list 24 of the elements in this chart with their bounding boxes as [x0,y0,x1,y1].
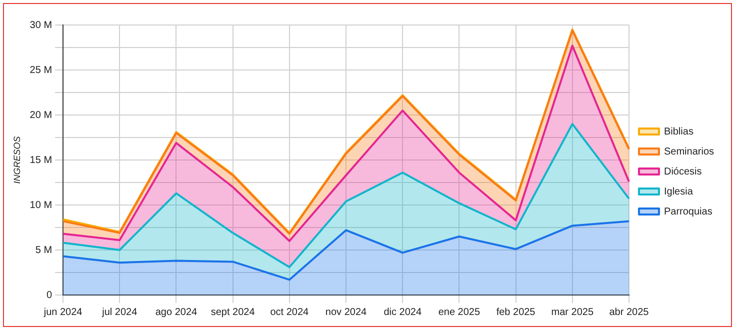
legend-label: Iglesia [664,186,694,198]
legend-label: Parroquias [664,206,712,218]
x-tick-label: feb 2025 [496,306,536,318]
x-tick-label: nov 2024 [325,306,368,318]
x-tick-label: mar 2025 [551,306,594,318]
y-axis-title: INGRESOS [12,136,22,184]
x-tick-label: dic 2024 [384,306,422,318]
y-tick-label: 15 M [30,154,52,166]
x-tick-label: sept 2024 [210,306,256,318]
y-tick-label: 10 M [30,200,52,211]
x-tick-label: oct 2024 [270,306,310,318]
y-tick-label: 25 M [30,64,52,76]
x-tick-label: jul 2024 [101,306,138,318]
y-tick-label: 30 M [30,20,52,31]
legend-label: Biblias [664,126,694,138]
x-tick-label: jun 2024 [42,306,83,318]
y-tick-label: 0 [46,290,52,301]
x-tick-label: abr 2025 [609,306,650,318]
y-tick-label: 5 M [35,244,52,256]
legend-label: Diócesis [664,166,702,178]
legend-label: Seminarios [664,146,714,158]
x-tick-label: ene 2025 [438,306,480,318]
y-tick-label: 20 M [30,110,52,121]
x-tick-label: ago 2024 [155,306,198,318]
